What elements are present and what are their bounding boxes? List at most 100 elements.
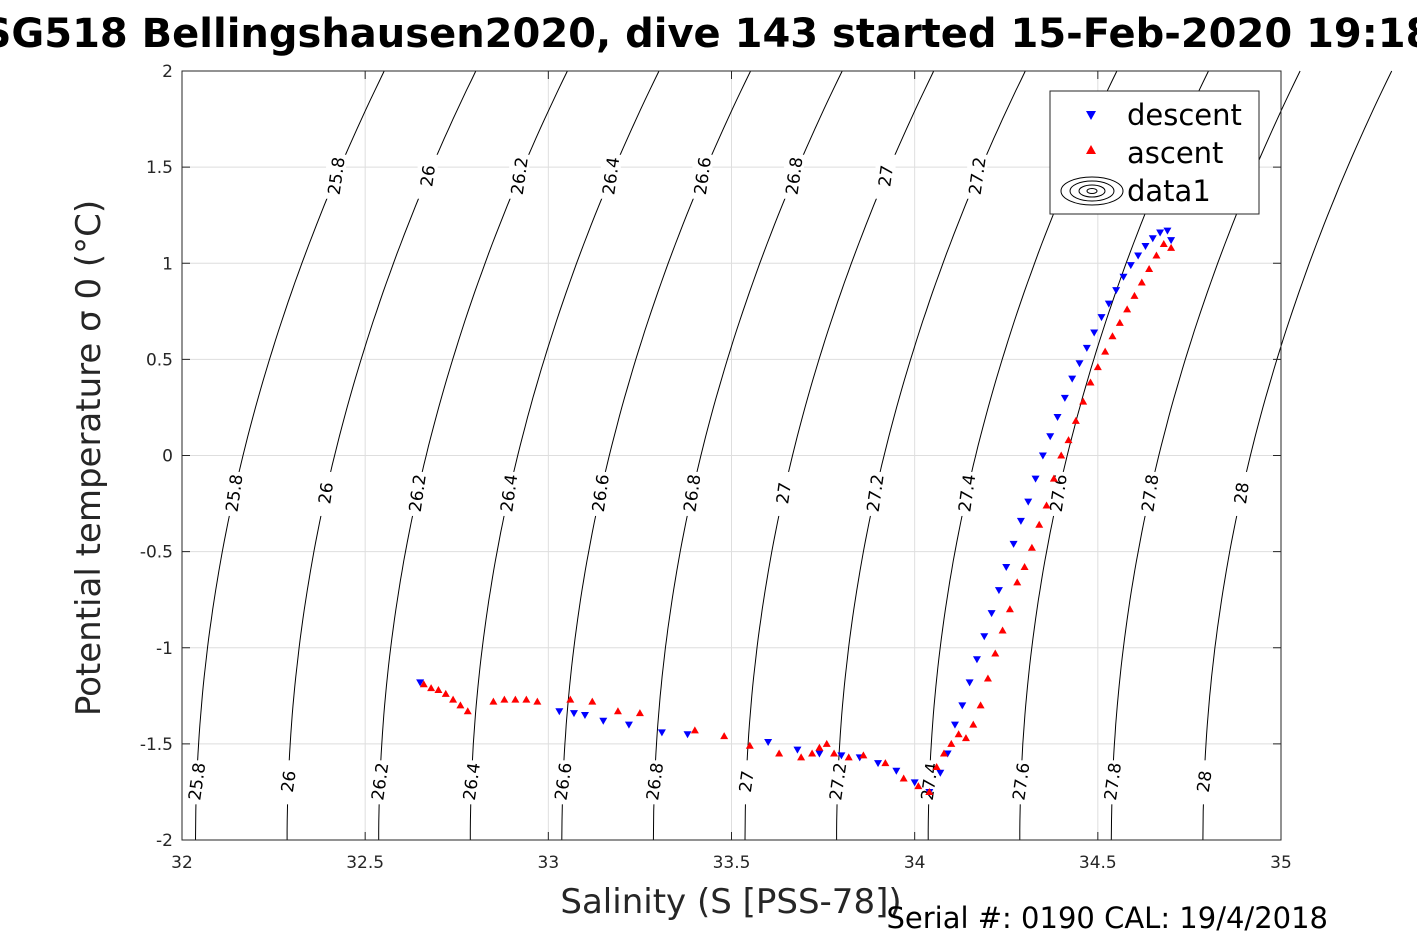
contour-line (469, 70, 660, 840)
descent-point (1068, 375, 1077, 383)
ascent-point (441, 689, 450, 697)
y-tick-label: -0.5 (140, 543, 173, 563)
y-tick-label: 0.5 (146, 350, 173, 370)
contour-label-bg (865, 471, 886, 516)
ascent-point (419, 680, 428, 688)
ascent-point (1130, 291, 1139, 299)
ascent-point (613, 707, 622, 715)
y-tick-label: 2 (162, 62, 173, 82)
contour-label-bg (1010, 760, 1031, 805)
legend-box (1049, 90, 1260, 215)
ascent-point (1152, 251, 1161, 259)
descent-point (1038, 452, 1047, 460)
legend-ascent-label: ascent (1127, 136, 1223, 170)
y-tick-label: 0 (162, 447, 173, 467)
descent-point (980, 633, 989, 641)
contour-label: 26 (278, 769, 301, 793)
ascent-point (511, 695, 520, 703)
contour-label-bg (224, 471, 245, 516)
chart-title: SG518 Bellingshausen2020, dive 143 start… (0, 11, 1417, 57)
ascent-point (983, 674, 992, 682)
descent-point (972, 656, 981, 664)
contour-label-bg (509, 154, 530, 199)
descent-point (1156, 229, 1165, 237)
descent-point (569, 710, 578, 718)
ascent-point (635, 709, 644, 717)
descent-point (1053, 414, 1062, 422)
ascent-point (427, 684, 436, 692)
ascent-point (500, 695, 509, 703)
descent-point (958, 702, 967, 710)
ascent-point (1145, 265, 1154, 273)
descent-point (1126, 262, 1135, 270)
contour-label-bg (783, 154, 804, 199)
contour-label-bg (498, 471, 519, 516)
contour-line (1202, 70, 1393, 841)
ascent-point (449, 695, 458, 703)
ascent-point (1049, 474, 1058, 482)
ascent-point (830, 749, 839, 757)
contour-label-bg (644, 760, 665, 805)
x-axis-label: Salinity (S [PSS-78]) (560, 882, 901, 922)
y-tick-label: -2 (156, 831, 173, 851)
ascent-point (522, 695, 531, 703)
axis-ticks: 32 32.5 33 33.5 34 34.5 35 -2 -1.5 -1 -0.5 0 0.5 1 1.5… (140, 62, 1292, 873)
descent-point (1060, 394, 1069, 402)
descent-point (1002, 564, 1011, 572)
ascent-point (1159, 240, 1168, 248)
descent-point (936, 769, 945, 777)
descent-point (1148, 235, 1157, 243)
ascent-point (969, 720, 978, 728)
ascent-point (1035, 520, 1044, 528)
descent-point (657, 729, 666, 737)
contour-line (561, 70, 752, 841)
contour-label-bg (186, 760, 207, 805)
descent-point (624, 721, 633, 729)
ascent-point (797, 753, 806, 761)
descent-point (555, 708, 564, 716)
ascent-point (566, 695, 575, 703)
ascent-point (1005, 605, 1014, 613)
descent-point (910, 779, 919, 787)
ascent-point (939, 749, 948, 757)
ascent-point (463, 707, 472, 715)
descent-point (1024, 498, 1033, 506)
ascent-point (932, 762, 941, 770)
contour-line (744, 70, 935, 841)
contour-label-bg (326, 154, 347, 199)
contour-label: 28 (1231, 481, 1254, 505)
ascent-point (881, 759, 890, 767)
contour-label-bg (1139, 471, 1160, 516)
contour-label-bg (407, 471, 428, 516)
contour-label-bg (417, 154, 438, 199)
ascent-point (1079, 397, 1088, 405)
descent-point (950, 721, 959, 729)
legend-contour-icon (1060, 176, 1124, 206)
x-tick-label: 33 (538, 853, 560, 873)
descent-point (1031, 475, 1040, 483)
ascent-point (720, 732, 729, 740)
ascent-point (1108, 332, 1117, 340)
descent-point (987, 610, 996, 618)
descent-point (1119, 273, 1128, 281)
descent-point (1046, 433, 1055, 441)
contour-label-bg (1194, 760, 1215, 805)
descent-point (1112, 287, 1121, 295)
descent-point (793, 746, 802, 754)
ascent-point (914, 782, 923, 790)
ascent-point (1123, 305, 1132, 313)
descent-point (837, 752, 846, 760)
contour-label-bg (369, 760, 390, 805)
contour-label-bg (875, 154, 896, 199)
legend-descent-label: descent (1127, 98, 1242, 132)
contour-label: 26 (315, 481, 338, 505)
density-contours: 25.8 26 26.2 26.4 26.6 26.8 27 27.2 27.4 27.6 27.8… (185, 70, 1393, 841)
contour-label-bg (736, 760, 757, 805)
y-tick-label: -1.5 (140, 735, 173, 755)
ascent-point (456, 701, 465, 709)
contour-label-bg (692, 154, 713, 199)
ascent-point (859, 751, 868, 759)
x-tick-label: 33.5 (713, 853, 751, 873)
x-tick-label: 32.5 (346, 853, 384, 873)
legend[interactable]: descent ascent data1 (1049, 90, 1260, 215)
